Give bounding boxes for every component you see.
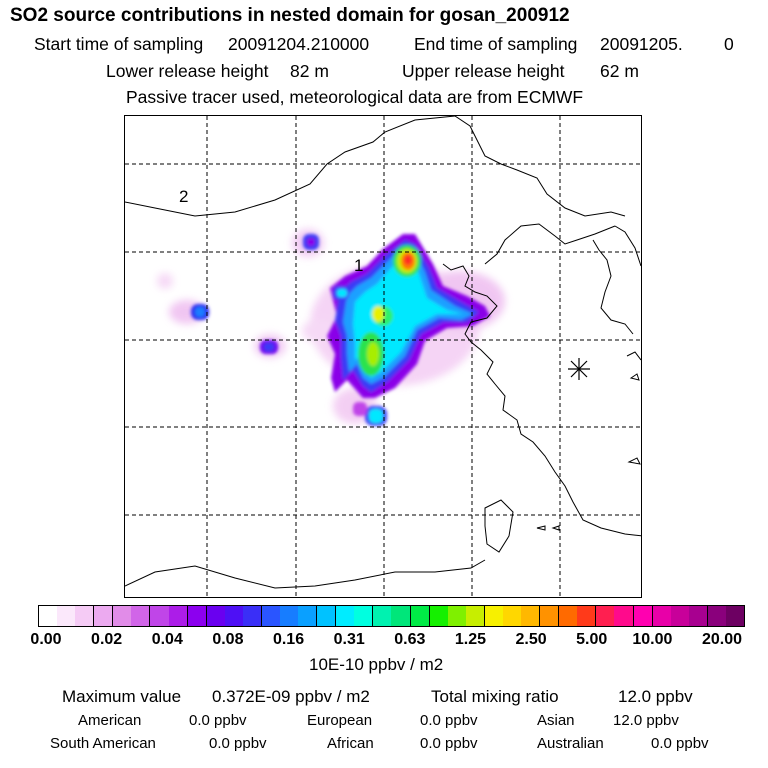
colorbar-tick-label: 0.63	[394, 631, 426, 648]
colorbar-segment	[465, 606, 485, 626]
colorbar-tick-label: 0.16	[272, 631, 305, 648]
region-asian-name: Asian	[537, 712, 575, 729]
region-australian-value: 0.0 ppbv	[651, 735, 709, 752]
colorbar-segment	[317, 606, 337, 626]
colorbar-segment	[354, 606, 374, 626]
colorbar-segment	[670, 606, 689, 626]
colorbar-segment	[707, 606, 726, 626]
total-mixing-value: 12.0 ppbv	[618, 687, 693, 706]
plot-title: SO2 source contributions in nested domai…	[10, 5, 570, 26]
colorbar-segment	[336, 606, 355, 626]
colorbar-segment	[39, 606, 58, 626]
colorbar-segment	[429, 606, 448, 626]
colorbar-segment	[57, 606, 76, 626]
colorbar-segment	[206, 606, 225, 626]
colorbar-segment	[168, 606, 188, 626]
end-time-value: 20091205.	[600, 34, 683, 54]
colorbar-segment	[150, 606, 169, 626]
colorbar-segment	[187, 606, 207, 626]
region-asian-value: 12.0 ppbv	[613, 712, 679, 729]
end-time-suffix: 0	[724, 34, 734, 54]
region-african-value: 0.0 ppbv	[420, 735, 478, 752]
region-american-value: 0.0 ppbv	[189, 712, 247, 729]
colorbar-segment	[725, 606, 744, 626]
colorbar-tick-label: 5.00	[576, 631, 608, 648]
colorbar-tick-label: 10.00	[632, 631, 673, 648]
map-canvas: 2 1	[125, 116, 641, 597]
colorbar-segment	[577, 606, 597, 626]
colorbar-segment	[652, 606, 671, 626]
concentration-plume	[157, 229, 505, 426]
upper-release-label: Upper release height	[402, 61, 565, 81]
colorbar-segment	[688, 606, 708, 626]
tracer-note: Passive tracer used, meteorological data…	[126, 87, 584, 107]
colorbar-segment	[391, 606, 411, 626]
colorbar-segment	[242, 606, 262, 626]
region-european-value: 0.0 ppbv	[420, 712, 478, 729]
colorbar-tick-label: 20.00	[701, 631, 743, 648]
colorbar-segment	[521, 606, 541, 626]
region-european-name: European	[307, 712, 373, 729]
colorbar-segment	[502, 606, 522, 626]
colorbar-tick-label: 0.31	[333, 631, 365, 648]
region-south-american-name: South American	[50, 735, 156, 752]
region-african-name: African	[327, 735, 374, 752]
max-value-label: Maximum value	[62, 687, 182, 706]
colorbar-segment	[75, 606, 95, 626]
colorbar-segment	[131, 606, 151, 626]
colorbar	[38, 605, 745, 627]
colorbar-segment	[596, 606, 615, 626]
colorbar-tick-label: 2.50	[515, 631, 547, 648]
region-south-american-value: 0.0 ppbv	[209, 735, 267, 752]
colorbar-segment	[410, 606, 430, 626]
lower-release-label: Lower release height	[106, 61, 269, 81]
colorbar-segment	[484, 606, 503, 626]
start-time-value: 20091204.210000	[228, 34, 370, 54]
upper-release-value: 62 m	[600, 61, 639, 81]
region-american-name: American	[78, 712, 142, 729]
colorbar-segment	[559, 606, 578, 626]
colorbar-segment	[540, 606, 560, 626]
lat-lon-grid	[125, 116, 641, 597]
colorbar-segment	[113, 606, 132, 626]
colorbar-tick-label: 0.08	[212, 631, 244, 648]
colorbar-tick-label: 1.25	[454, 631, 487, 648]
plume-core	[191, 234, 490, 426]
coastlines	[125, 116, 641, 589]
colorbar-segment	[94, 606, 114, 626]
colorbar-segment	[633, 606, 653, 626]
colorbar-segment	[447, 606, 466, 626]
colorbar-segment	[614, 606, 634, 626]
end-time-label: End time of sampling	[414, 34, 578, 54]
colorbar-segment	[261, 606, 281, 626]
colorbar-segment	[280, 606, 299, 626]
start-time-label: Start time of sampling	[34, 34, 204, 54]
colorbar-tick-label: 0.02	[91, 631, 123, 648]
colorbar-segment	[298, 606, 318, 626]
colorbar-segment	[224, 606, 243, 626]
map-panel: 2 1	[124, 115, 642, 598]
domain-1-label: 1	[354, 256, 363, 275]
total-mixing-label: Total mixing ratio	[431, 687, 559, 706]
colorbar-unit: 10E-10 ppbv / m2	[309, 655, 444, 674]
receptor-asterisk-icon	[568, 358, 590, 380]
domain-2-label: 2	[179, 187, 188, 206]
colorbar-tick-label: 0.00	[30, 631, 62, 648]
max-value: 0.372E-09 ppbv / m2	[212, 687, 370, 706]
colorbar-segment	[373, 606, 392, 626]
region-australian-name: Australian	[537, 735, 604, 752]
lower-release-value: 82 m	[290, 61, 329, 81]
colorbar-tick-label: 0.04	[151, 631, 183, 648]
